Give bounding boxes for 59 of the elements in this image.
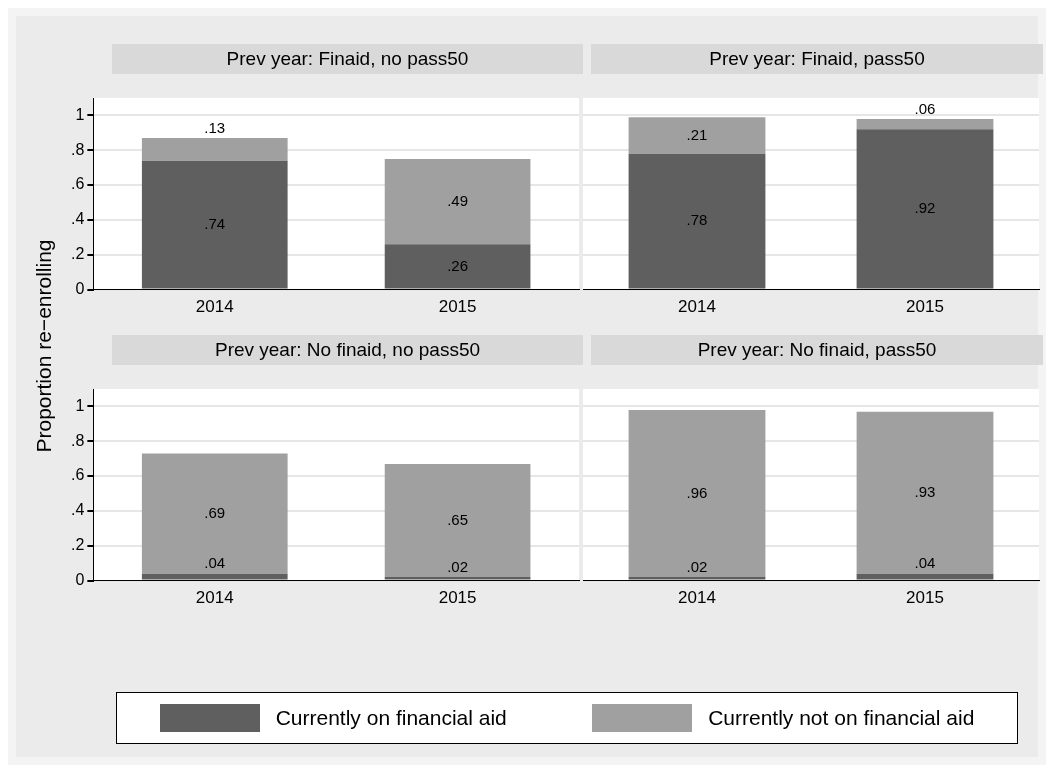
- data-label: .93: [914, 482, 936, 500]
- bar: [628, 117, 766, 154]
- y-tick-label: .4: [71, 210, 85, 228]
- bar: [628, 409, 766, 578]
- bar: [141, 573, 288, 580]
- bar: [141, 453, 288, 574]
- bar: [628, 153, 766, 289]
- x-tick-label: 2014: [678, 297, 716, 317]
- y-tick-label: .2: [71, 536, 85, 554]
- y-tick-label: 0: [75, 571, 85, 589]
- y-tick-label: .6: [71, 175, 85, 193]
- data-label: .04: [914, 554, 936, 572]
- bar: [384, 463, 531, 578]
- chart-title: Prev year: No finaid, pass50: [591, 335, 1043, 365]
- y-tick-label: .8: [71, 431, 85, 449]
- chart-title: Prev year: Finaid, no pass50: [112, 44, 583, 74]
- bar: [141, 160, 288, 289]
- data-label: .26: [447, 256, 469, 274]
- data-label: .74: [204, 214, 226, 232]
- bar: [856, 118, 994, 130]
- legend-label: Currently on financial aid: [275, 706, 507, 730]
- y-tick-label: 1: [75, 396, 85, 414]
- data-label: .96: [686, 483, 708, 501]
- data-label: .04: [204, 554, 226, 572]
- data-label: .06: [914, 99, 936, 117]
- y-tick-label: .6: [71, 466, 85, 484]
- chart-title: Prev year: Finaid, pass50: [591, 44, 1043, 74]
- x-tick-label: 2015: [438, 297, 477, 317]
- y-tick-label: 1: [75, 105, 85, 123]
- bar: [384, 577, 531, 580]
- x-tick-label: 2014: [195, 297, 234, 317]
- bar: [384, 244, 531, 289]
- data-label: .13: [204, 118, 226, 136]
- data-label: .02: [447, 557, 469, 575]
- y-axis-title: Proportion re−enrolling: [32, 239, 56, 453]
- data-label: .78: [686, 211, 708, 229]
- chart-title: Prev year: No finaid, no pass50: [112, 335, 583, 365]
- y-tick-label: .2: [71, 245, 85, 263]
- data-label: .02: [686, 557, 708, 575]
- x-tick-label: 2015: [438, 588, 477, 608]
- y-tick-label: 0: [75, 280, 85, 298]
- bar: [628, 577, 766, 580]
- bar: [856, 573, 994, 580]
- data-label: .49: [447, 191, 469, 209]
- x-tick-label: 2014: [678, 588, 716, 608]
- bar: [856, 129, 994, 289]
- x-tick-label: 2015: [906, 588, 944, 608]
- data-label: .92: [914, 199, 936, 217]
- legend-label: Currently not on financial aid: [708, 706, 975, 730]
- bar: [856, 411, 994, 574]
- y-tick-label: .4: [71, 501, 85, 519]
- y-tick-label: .8: [71, 140, 85, 158]
- x-tick-label: 2015: [906, 297, 944, 317]
- data-label: .65: [447, 510, 469, 528]
- data-label: .69: [204, 503, 226, 521]
- data-label: .21: [686, 125, 708, 143]
- x-tick-label: 2014: [195, 588, 234, 608]
- bar: [141, 138, 288, 161]
- bar: [384, 158, 531, 245]
